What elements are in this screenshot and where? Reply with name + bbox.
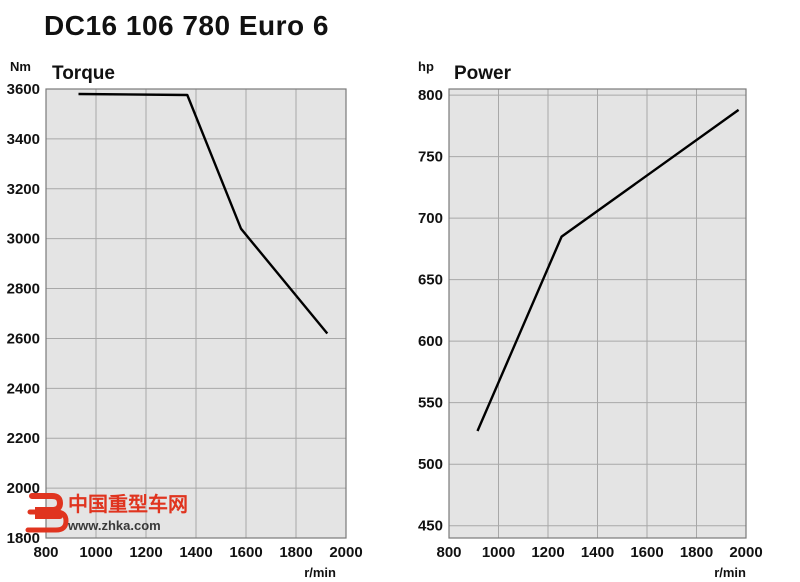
watermark-logo-icon [25,493,69,533]
power-ytick-label: 800 [418,87,443,104]
torque-ytick-label: 2200 [7,430,40,447]
power-ytick-label: 700 [418,210,443,227]
torque-ytick-label: 2800 [7,281,40,298]
page-title: DC16 106 780 Euro 6 [44,10,329,41]
watermark: 中国重型车网 www.zhka.com [25,492,188,533]
power-xtick-label: 800 [436,544,461,561]
torque-chart-title: Torque [52,63,115,84]
torque-ytick-label: 2400 [7,380,40,397]
torque-ytick-label: 2600 [7,330,40,347]
torque-xtick-label: 800 [33,544,58,561]
torque-ytick-label: 3200 [7,181,40,198]
power-xtick-label: 1400 [581,544,614,561]
power-y-unit: hp [418,59,434,74]
power-ytick-label: 550 [418,395,443,412]
torque-x-unit: r/min [304,565,336,580]
watermark-site-name: 中国重型车网 [68,492,188,516]
torque-ytick-label: 2000 [7,480,40,497]
power-chart-title: Power [454,63,512,84]
power-ytick-label: 650 [418,272,443,289]
power-ytick-label: 500 [418,456,443,473]
torque-xtick-label: 2000 [329,544,362,561]
power-xtick-label: 1600 [630,544,663,561]
power-ytick-label: 600 [418,333,443,350]
power-xtick-label: 1800 [680,544,713,561]
power-xtick-label: 1200 [531,544,564,561]
torque-ytick-label: 1800 [7,530,40,547]
power-x-unit: r/min [714,565,746,580]
torque-xtick-label: 1000 [79,544,112,561]
power-xtick-label: 2000 [729,544,762,561]
torque-ytick-label: 3600 [7,81,40,98]
torque-xtick-label: 1800 [279,544,312,561]
power-ytick-label: 450 [418,518,443,535]
torque-plot-frame [45,88,347,539]
torque-curve [78,92,329,335]
torque-xtick-label: 1200 [129,544,162,561]
power-xtick-label: 1000 [482,544,515,561]
torque-y-unit: Nm [10,59,31,74]
power-plot-frame [448,88,747,539]
torque-xtick-label: 1400 [179,544,212,561]
torque-ytick-label: 3000 [7,231,40,248]
torque-ytick-label: 3400 [7,131,40,148]
watermark-url: www.zhka.com [67,518,161,533]
torque-xtick-label: 1600 [229,544,262,561]
power-chart: 450 500 550 600 650 700 750 800 800 1000 1200 1400 1… [418,59,763,580]
power-curve [476,108,740,432]
torque-chart: 1800 2000 2200 2400 2600 2800 3000 3200 3400 3600… [7,59,363,580]
power-ytick-label: 750 [418,149,443,166]
